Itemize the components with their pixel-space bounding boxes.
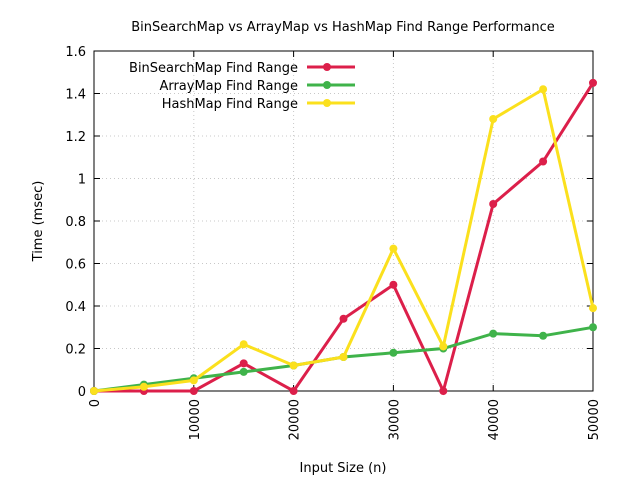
data-point bbox=[539, 85, 548, 94]
x-tick-label: 10000 bbox=[188, 399, 203, 440]
y-tick-label: 0 bbox=[78, 385, 86, 400]
x-axis-label: Input Size (n) bbox=[300, 461, 387, 476]
data-point bbox=[539, 331, 548, 340]
legend-item: HashMap Find Range bbox=[162, 97, 355, 112]
legend-label: ArrayMap Find Range bbox=[159, 79, 298, 94]
legend-item: ArrayMap Find Range bbox=[159, 79, 355, 94]
data-point bbox=[339, 353, 348, 361]
data-point bbox=[489, 329, 498, 338]
y-tick-label: 1 bbox=[78, 173, 86, 188]
grid bbox=[94, 51, 593, 391]
data-point bbox=[239, 359, 248, 368]
data-point bbox=[239, 340, 248, 349]
data-point bbox=[389, 280, 398, 289]
y-tick-label: 1.4 bbox=[65, 88, 86, 103]
y-axis-label: Time (msec) bbox=[31, 181, 46, 263]
x-tick-label: 50000 bbox=[587, 399, 602, 440]
axis-ticks: 0 0.2 0.4 0.6 0.8 1 1.2 1.4 1.6 0 10000 20000 30000 4… bbox=[65, 45, 602, 440]
data-point bbox=[90, 387, 98, 395]
legend-label: HashMap Find Range bbox=[162, 97, 298, 112]
data-point bbox=[289, 387, 298, 395]
data-point bbox=[439, 387, 448, 395]
series-lines bbox=[90, 78, 597, 396]
x-tick-label: 40000 bbox=[487, 399, 502, 440]
data-point bbox=[389, 348, 398, 357]
data-point bbox=[589, 304, 597, 313]
legend-label: BinSearchMap Find Range bbox=[129, 61, 298, 76]
legend: BinSearchMap Find Range ArrayMap Find Ran… bbox=[129, 61, 355, 112]
series-line bbox=[94, 82, 595, 396]
data-point bbox=[489, 200, 498, 208]
legend-item: BinSearchMap Find Range bbox=[129, 61, 355, 76]
data-point bbox=[489, 115, 498, 123]
chart-title: BinSearchMap vs ArrayMap vs HashMap Find… bbox=[131, 20, 555, 35]
y-tick-label: 1.2 bbox=[65, 130, 86, 145]
series-3 bbox=[90, 85, 597, 395]
legend-swatch-point bbox=[323, 81, 331, 89]
x-tick-label: 30000 bbox=[387, 399, 402, 440]
data-point bbox=[289, 361, 298, 370]
y-tick-label: 1.6 bbox=[65, 45, 86, 60]
series-line bbox=[93, 86, 595, 393]
y-tick-label: 0.8 bbox=[65, 215, 86, 230]
data-point bbox=[589, 78, 597, 87]
x-tick-label: 0 bbox=[88, 399, 103, 407]
data-point bbox=[589, 323, 597, 332]
y-tick-label: 0.6 bbox=[65, 258, 86, 273]
x-tick-label: 20000 bbox=[288, 399, 303, 440]
data-point bbox=[189, 376, 198, 385]
data-point bbox=[139, 382, 148, 391]
series-1 bbox=[90, 78, 597, 396]
data-point bbox=[539, 157, 548, 166]
plot-frame bbox=[93, 50, 594, 392]
data-point bbox=[389, 244, 398, 253]
y-tick-label: 0.2 bbox=[65, 343, 86, 358]
data-point bbox=[339, 314, 348, 323]
data-point bbox=[439, 342, 448, 351]
y-tick-label: 0.4 bbox=[65, 300, 86, 315]
data-point bbox=[189, 387, 198, 395]
legend-swatch-point bbox=[323, 99, 331, 107]
legend-swatch-point bbox=[323, 63, 331, 71]
data-point bbox=[239, 367, 248, 376]
